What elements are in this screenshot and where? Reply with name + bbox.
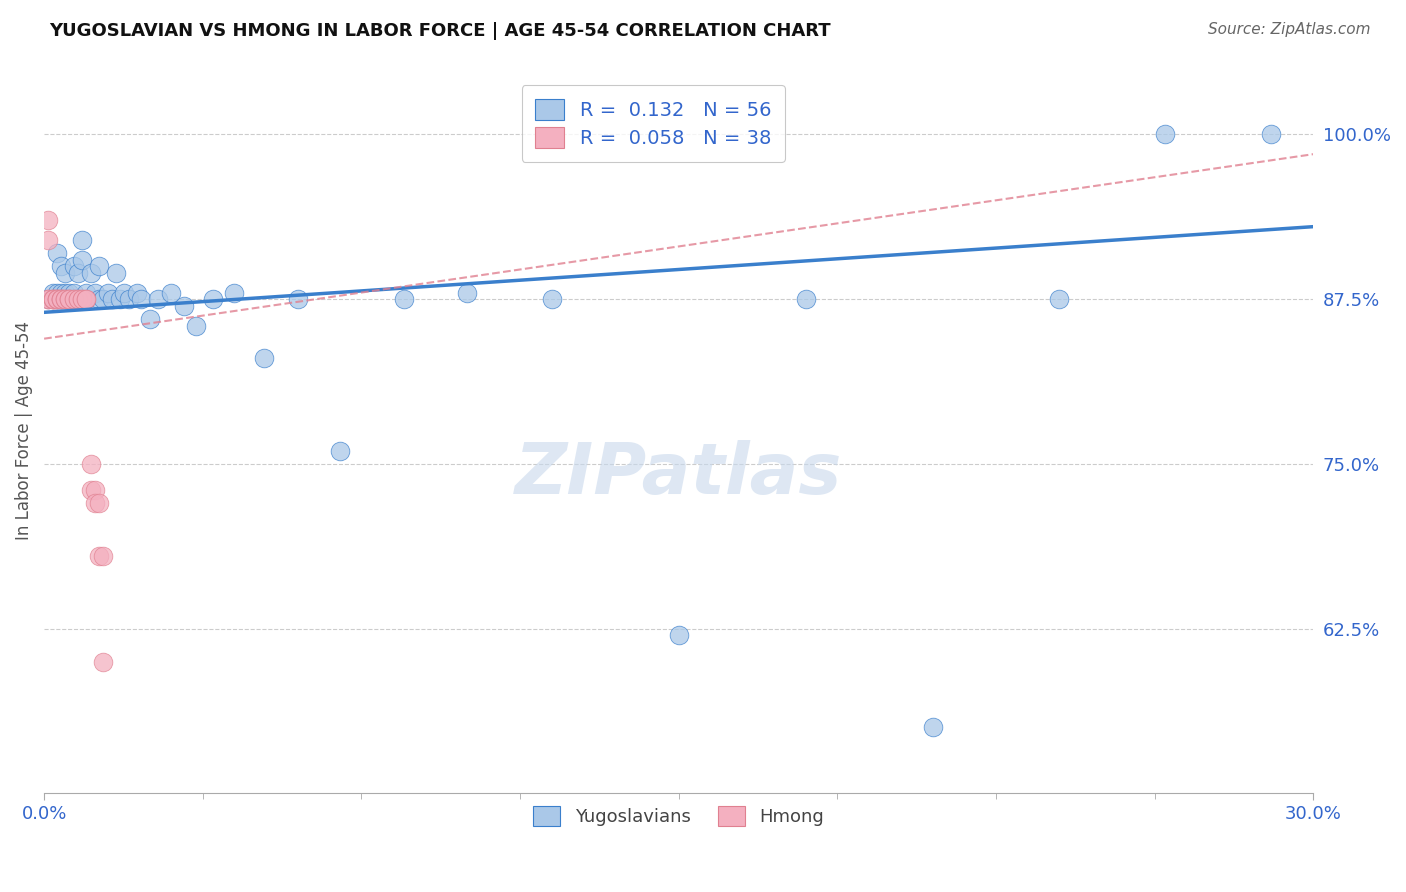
Point (70, 233, 93, 247)
Point (62, 292, 84, 306)
Point (66, 292, 89, 306)
Point (37, 213, 59, 227)
Point (45, 292, 67, 306)
Point (53, 292, 76, 306)
Point (75, 292, 97, 306)
Point (41, 292, 63, 306)
Point (79, 457, 101, 471)
Legend: Yugoslavians, Hmong: Yugoslavians, Hmong (524, 797, 834, 835)
Point (70, 252, 93, 267)
Point (45, 292, 67, 306)
Point (287, 292, 309, 306)
Point (41, 292, 63, 306)
Point (41, 292, 63, 306)
Point (41, 292, 63, 306)
Point (1154, 128, 1177, 142)
Point (49, 292, 72, 306)
Point (62, 259, 84, 273)
Point (79, 266, 101, 280)
Point (87, 496, 110, 510)
Point (392, 292, 415, 306)
Point (58, 292, 80, 306)
Point (53, 266, 76, 280)
Point (62, 292, 84, 306)
Point (49, 292, 72, 306)
Point (66, 292, 89, 306)
Point (97, 285, 120, 300)
Point (131, 292, 153, 306)
Point (1260, 128, 1282, 142)
Point (75, 292, 97, 306)
Point (87, 549, 110, 563)
Point (45, 285, 67, 300)
Point (70, 292, 93, 306)
Point (79, 483, 101, 498)
Point (253, 351, 276, 366)
Point (58, 292, 80, 306)
Point (45, 246, 67, 260)
Point (58, 285, 80, 300)
Point (794, 292, 817, 306)
Point (58, 292, 80, 306)
Point (49, 285, 72, 300)
Point (53, 292, 76, 306)
Text: ZIPatlas: ZIPatlas (515, 440, 842, 509)
Point (91, 292, 114, 306)
Point (49, 292, 72, 306)
Point (329, 443, 352, 458)
Point (37, 292, 59, 306)
Point (49, 259, 72, 273)
Point (1049, 292, 1071, 306)
Text: Source: ZipAtlas.com: Source: ZipAtlas.com (1208, 22, 1371, 37)
Point (110, 292, 132, 306)
Point (62, 285, 84, 300)
Point (41, 285, 63, 300)
Point (173, 299, 195, 313)
Point (75, 285, 97, 300)
Point (53, 285, 76, 300)
Y-axis label: In Labor Force | Age 45-54: In Labor Force | Age 45-54 (15, 321, 32, 541)
Point (114, 285, 136, 300)
Point (105, 266, 128, 280)
Point (160, 285, 183, 300)
Point (58, 292, 80, 306)
Point (58, 292, 80, 306)
Point (45, 292, 67, 306)
Point (921, 721, 943, 735)
Point (456, 285, 478, 300)
Point (49, 292, 72, 306)
Point (91, 549, 114, 563)
Point (139, 312, 162, 326)
Point (224, 285, 246, 300)
Point (101, 292, 124, 306)
Point (37, 292, 59, 306)
Point (66, 266, 89, 280)
Point (668, 628, 690, 642)
Point (118, 292, 141, 306)
Point (41, 292, 63, 306)
Point (45, 292, 67, 306)
Point (83, 496, 105, 510)
Point (45, 292, 67, 306)
Point (70, 292, 93, 306)
Point (202, 292, 225, 306)
Point (540, 292, 562, 306)
Point (62, 292, 84, 306)
Point (127, 285, 149, 300)
Point (83, 483, 105, 498)
Point (53, 292, 76, 306)
Point (37, 292, 59, 306)
Point (37, 233, 59, 247)
Point (66, 292, 89, 306)
Point (87, 259, 110, 273)
Text: YUGOSLAVIAN VS HMONG IN LABOR FORCE | AGE 45-54 CORRELATION CHART: YUGOSLAVIAN VS HMONG IN LABOR FORCE | AG… (49, 22, 831, 40)
Point (83, 285, 105, 300)
Point (91, 655, 114, 669)
Point (75, 292, 97, 306)
Point (148, 292, 170, 306)
Point (53, 292, 76, 306)
Point (49, 292, 72, 306)
Point (87, 292, 110, 306)
Point (186, 318, 208, 333)
